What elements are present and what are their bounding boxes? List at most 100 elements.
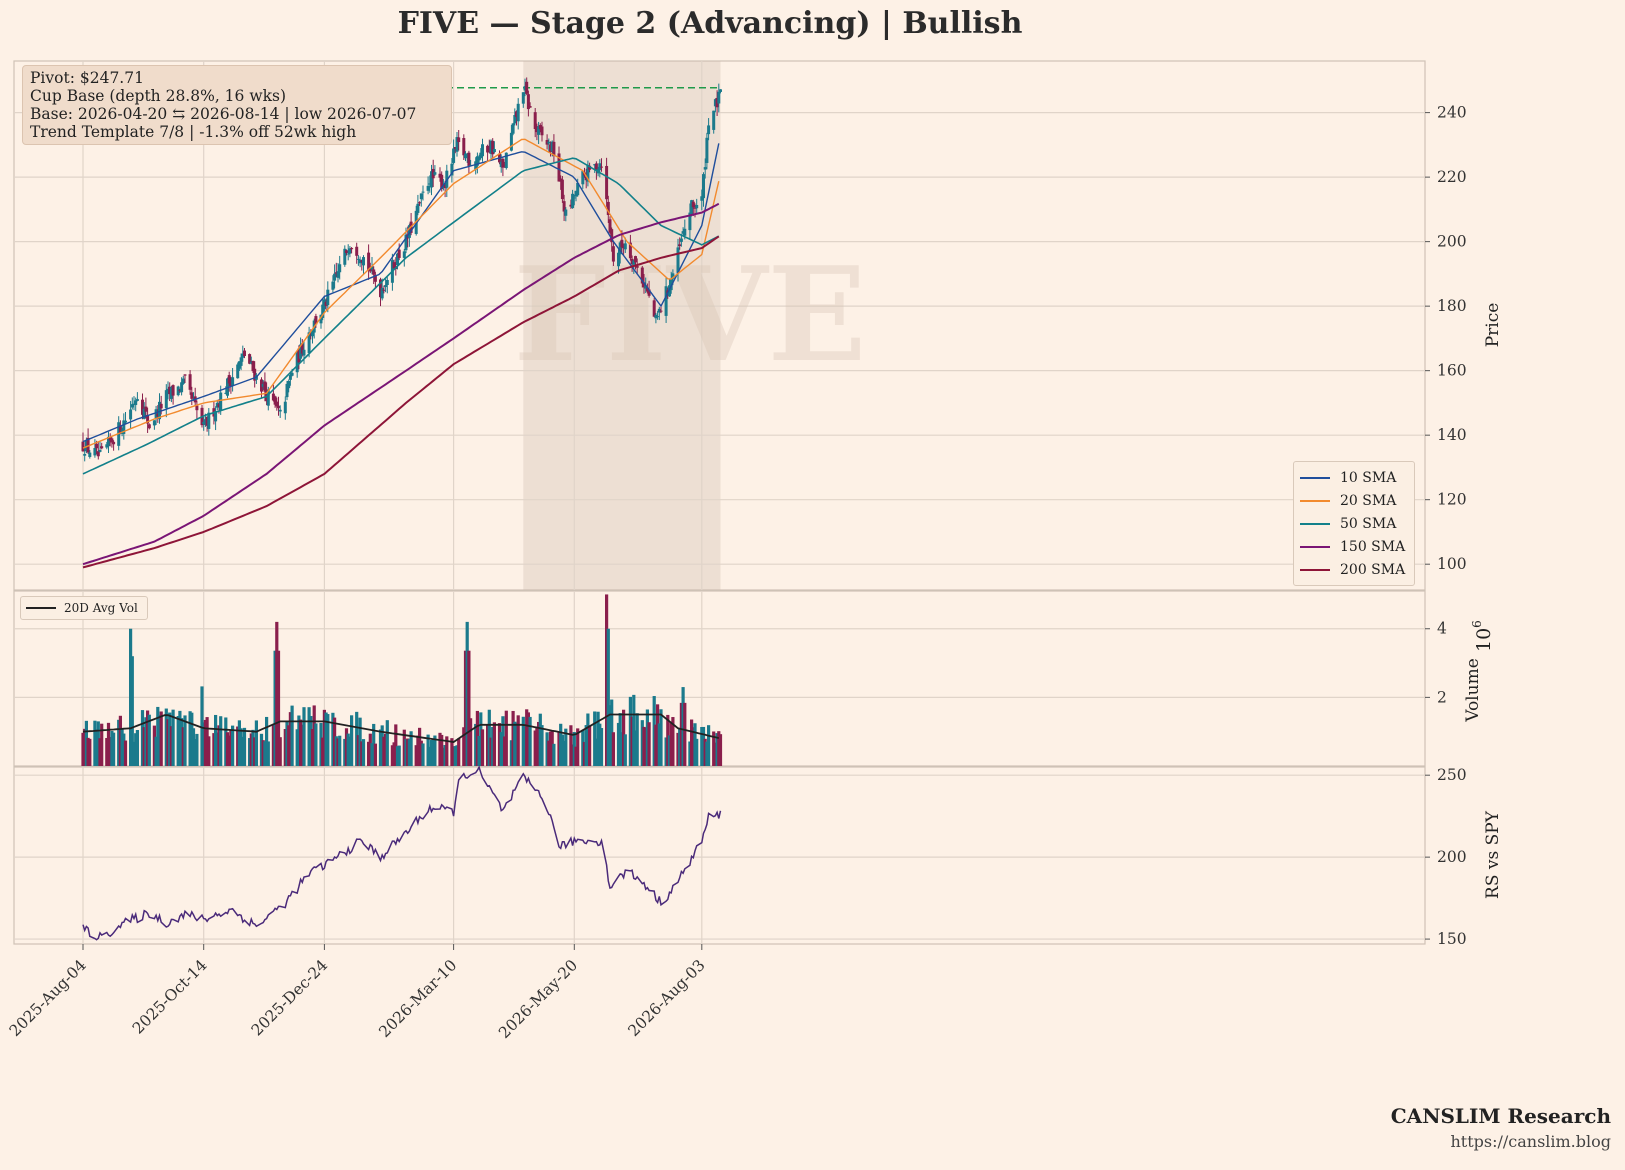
candle-body [224,392,228,394]
candle-body [486,145,490,153]
volume-bar [455,745,459,766]
volume-bar [645,709,649,766]
candle-body [287,380,291,389]
candle-body [700,196,704,201]
volume-bar [285,721,289,766]
candle-body [593,164,597,166]
volume-bar [569,725,573,766]
volume-bar [467,650,471,766]
volume-bar [652,696,656,766]
volume-bar [622,709,626,766]
volume-bar [164,708,168,766]
candle-body [261,383,265,387]
candle-body [251,360,255,372]
candle-body [426,185,430,191]
volume-bar [254,720,258,766]
volume-bar [249,733,253,766]
volume-bar [426,734,430,766]
candle-body [574,190,578,197]
volume-bar [695,738,699,766]
volume-tick-label: 2 [1437,688,1447,706]
candle-body [499,161,503,168]
volume-bar [248,738,252,766]
candle-body [695,204,699,209]
volume-bar [333,717,337,766]
volume-bar [112,732,116,766]
candle-body [462,138,466,156]
volume-bar [95,729,99,766]
volume-bar [633,730,638,766]
candle-body [83,454,87,456]
candle-body [227,375,231,384]
candle-body [95,443,99,449]
volume-bar [188,711,192,766]
volume-bar [215,732,219,766]
volume-bar [538,713,542,766]
legend-entry-sma10: 10 SMA [1300,466,1408,489]
candle-body [705,137,709,163]
volume-bar [334,736,338,766]
volume-bar [499,732,503,766]
sma-line-150 [82,202,720,566]
price-tick-label: 140 [1437,426,1467,444]
candle-body [515,111,518,117]
volume-bar [691,727,695,766]
candle-body [110,438,114,443]
volume-bar [504,710,508,766]
candle-body [465,156,469,158]
candle-body [356,258,360,260]
volume-bar [253,737,257,766]
volume-bar [598,723,602,766]
legend-label: 50 SMA [1340,515,1397,532]
candle-body [343,248,347,265]
price-tick-label: 120 [1437,491,1467,509]
volume-bar [271,724,275,766]
volume-bar [350,715,354,766]
candle-body [654,314,658,319]
candle-body [453,147,457,149]
candle-body [513,114,517,124]
candle-body [503,164,507,167]
candle-body [537,126,541,135]
candle-body [322,299,326,310]
volume-bar [348,736,352,766]
volume-bar [83,728,87,766]
volume-bar [130,656,134,766]
volume-bar [134,733,138,766]
volume-bar [266,741,270,766]
rs-axis-label: RS vs SPY [1483,810,1503,899]
candle-body [719,89,722,92]
volume-bar [312,705,316,766]
volume-bar [202,722,206,766]
rs-line [82,765,722,941]
legend-label: 150 SMA [1340,538,1406,555]
candle-body [647,289,651,296]
volume-bar [713,742,717,766]
candle-body [452,148,456,163]
candle-body [348,248,352,254]
candle-body [608,219,612,233]
volume-bar [98,738,102,766]
candle-body [275,401,279,407]
volume-bar [678,728,682,766]
volume-bar [717,731,721,766]
volume-bar [440,734,444,766]
volume-bar [361,739,366,766]
volume-bar [528,716,532,766]
candle-body [142,408,146,419]
candle-body [260,379,263,392]
candle-body [100,446,104,449]
volume-bar [654,724,658,766]
candle-body [576,182,580,196]
candle-body [600,166,603,168]
candle-body [584,176,588,181]
volume-bar [344,728,349,766]
candle-body [676,247,680,273]
candle-body [309,332,313,334]
volume-bar [84,720,88,766]
candle-body [169,387,173,399]
volume-bar [239,728,243,766]
legend-entry-sma200: 200 SMA [1300,558,1408,581]
legend-entry-sma50: 50 SMA [1300,512,1408,535]
